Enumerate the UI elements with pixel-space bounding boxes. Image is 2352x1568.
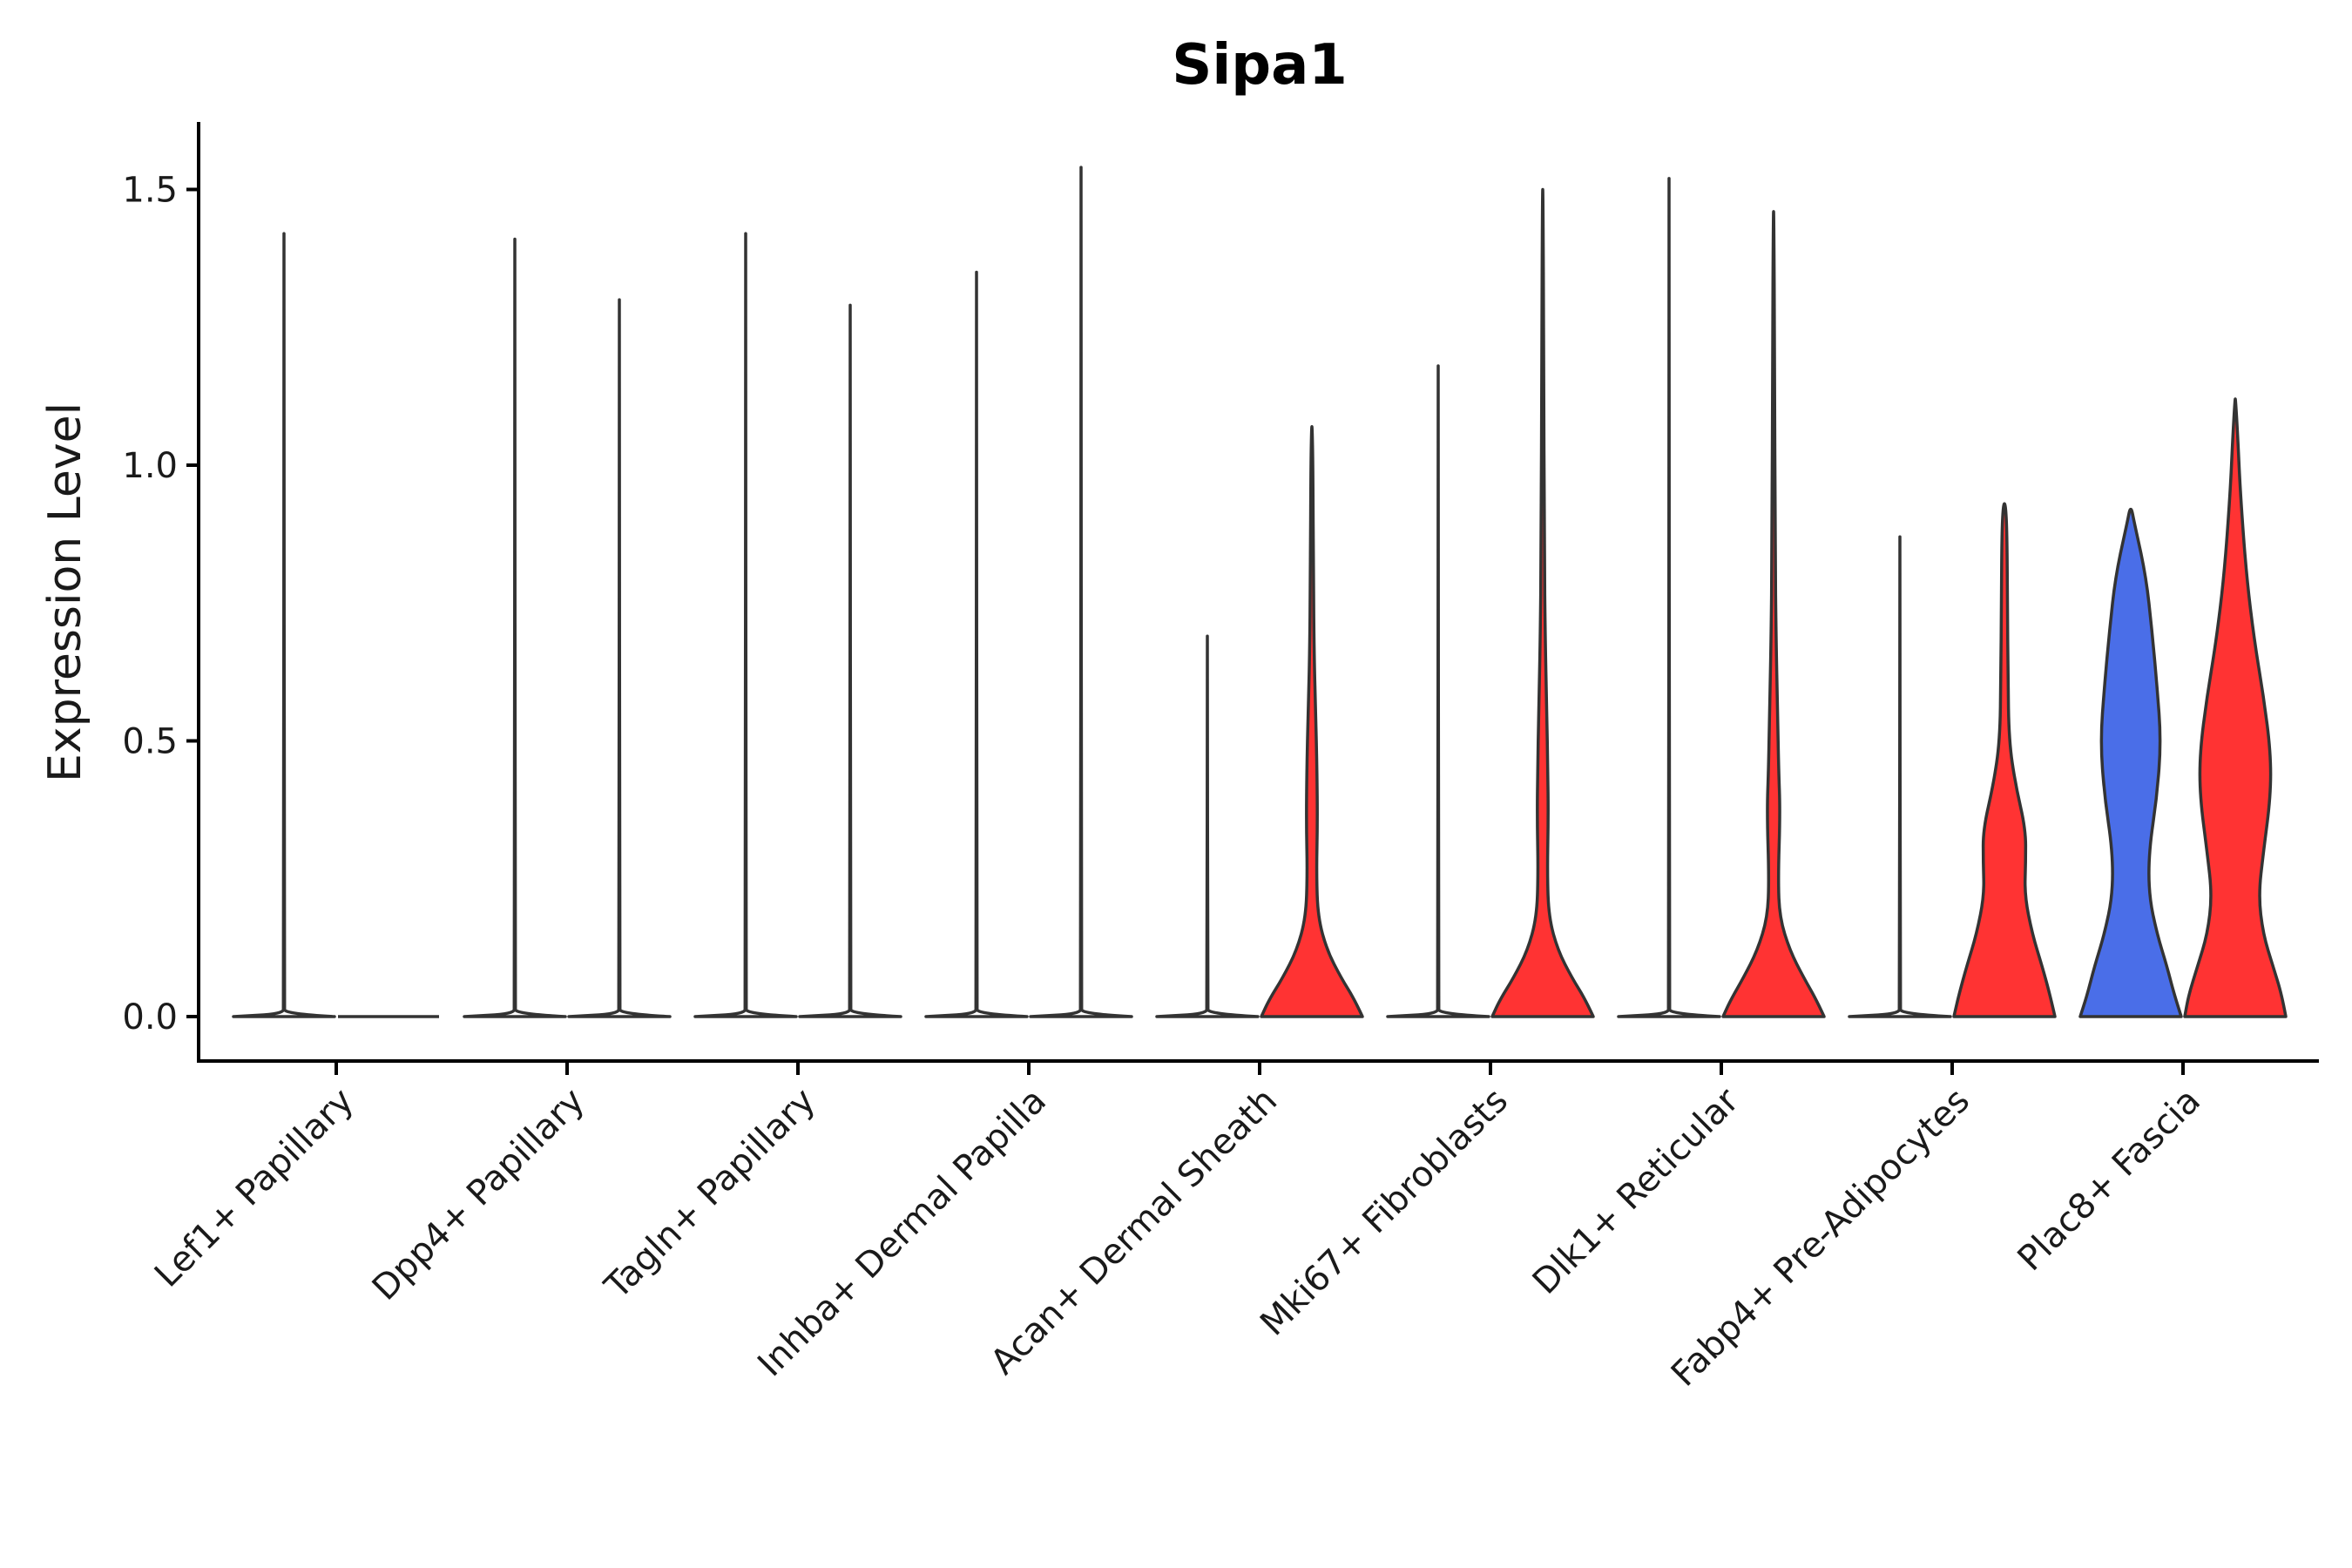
- violin-3-left: [924, 270, 1029, 1018]
- y-axis-label: Expression Level: [39, 402, 91, 782]
- violin-4-left: [1155, 634, 1260, 1018]
- violin-6-left: [1617, 177, 1721, 1018]
- violin-5-left: [1386, 364, 1490, 1018]
- x-tick-label: Mki67+ Fibroblasts: [1253, 1081, 1516, 1344]
- violin-1-right: [567, 298, 672, 1018]
- x-tick-label: Plac8+ Fascia: [2011, 1081, 2209, 1280]
- violin-2-left: [693, 232, 798, 1018]
- x-tick-label: Dlk1+ Reticular: [1525, 1080, 1747, 1302]
- violin-0-left: [232, 232, 336, 1018]
- axes-layer: 0.0 0.5 1.0 1.5 Lef1+ Papillary Dpp4+ Papilla…: [122, 122, 2319, 1395]
- y-tick-label: 1.5: [122, 171, 178, 211]
- violin-3-right: [1029, 166, 1133, 1018]
- violin-5-right: [1490, 187, 1595, 1018]
- x-tick-label: Tagln+ Papillary: [597, 1081, 823, 1308]
- violin-8-left: [2078, 507, 2183, 1018]
- violin-2-right: [798, 303, 902, 1018]
- chart-title: Sipa1: [1172, 33, 1348, 98]
- violin-7-right: [1952, 502, 2057, 1018]
- x-tick-label: Lef1+ Papillary: [147, 1081, 362, 1295]
- y-tick-label: 1.0: [122, 446, 178, 486]
- violin-6-right: [1721, 210, 1826, 1018]
- y-tick-label: 0.0: [122, 997, 178, 1037]
- violin-1-left: [463, 237, 567, 1018]
- violins-layer: [232, 166, 2288, 1018]
- y-tick-label: 0.5: [122, 722, 178, 762]
- x-tick-label: Dpp4+ Papillary: [365, 1081, 592, 1308]
- violin-4-right: [1260, 424, 1364, 1018]
- violin-8-right: [2183, 397, 2288, 1018]
- violin-7-left: [1848, 535, 1952, 1018]
